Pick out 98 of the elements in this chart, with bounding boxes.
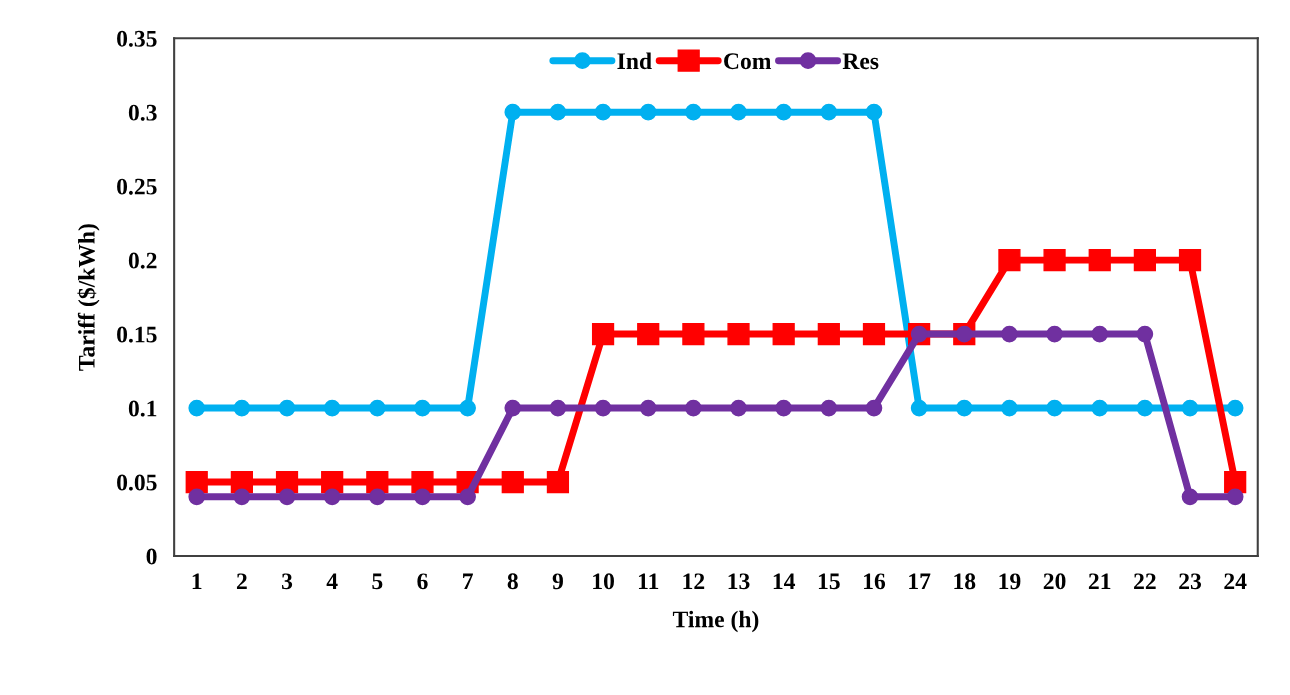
x-tick-label: 15	[818, 573, 840, 590]
legend-label: Res	[842, 53, 879, 70]
y-tick-label: 0.05	[117, 474, 157, 491]
point	[1001, 325, 1018, 343]
x-tick-label: 8	[507, 573, 518, 590]
point	[188, 399, 206, 417]
point	[727, 322, 750, 346]
point	[862, 322, 886, 346]
x-tick-label: 17	[909, 573, 931, 590]
point	[1181, 488, 1199, 506]
x-tick-label: 12	[683, 573, 705, 590]
point	[637, 322, 660, 346]
point	[639, 103, 657, 121]
point	[1046, 325, 1063, 343]
y-tick-label: 0.2	[128, 252, 157, 269]
point	[685, 399, 702, 417]
point	[910, 399, 928, 417]
x-tick-label: 19	[999, 573, 1021, 590]
point	[368, 399, 386, 417]
point	[1046, 399, 1063, 417]
point	[865, 103, 883, 121]
point	[323, 488, 341, 506]
x-tick-label: 2	[236, 573, 247, 590]
y-tick-label: 0.15	[117, 326, 157, 343]
point	[639, 399, 657, 417]
x-tick-label: 10	[593, 573, 614, 590]
x-tick-label: 7	[463, 573, 473, 590]
point	[998, 249, 1021, 272]
point	[1136, 399, 1154, 417]
x-axis-title: Time (h)	[672, 610, 759, 633]
point	[730, 399, 747, 417]
point	[1136, 325, 1154, 343]
point	[278, 399, 296, 417]
point	[1178, 249, 1202, 272]
point	[685, 103, 702, 121]
point	[459, 488, 476, 506]
point	[820, 399, 838, 417]
point	[188, 488, 206, 506]
point	[504, 103, 522, 121]
legend-label: Ind	[617, 52, 652, 70]
y-tick-label: 0	[146, 548, 157, 565]
point	[955, 399, 973, 417]
x-tick-label: 22	[1134, 573, 1156, 590]
x-tick-label: 23	[1179, 573, 1202, 590]
point	[591, 322, 615, 346]
x-tick-label: 4	[326, 573, 338, 590]
y-tick-label: 0.3	[128, 104, 157, 121]
point	[368, 488, 386, 506]
x-tick-label: 5	[372, 573, 383, 590]
point	[1181, 399, 1199, 417]
x-tick-label: 11	[638, 573, 659, 590]
x-tick-label: 24	[1224, 573, 1247, 590]
point	[775, 399, 793, 417]
point	[1001, 399, 1018, 417]
x-tick-label: 1	[192, 573, 202, 590]
y-tick-label: 0.35	[117, 30, 157, 47]
point	[1091, 325, 1109, 343]
point	[1043, 249, 1066, 272]
x-tick-label: 14	[773, 573, 796, 590]
point	[323, 399, 341, 417]
point	[1091, 399, 1109, 417]
y-tick-label: 0.1	[128, 400, 157, 417]
point	[414, 488, 431, 506]
point	[233, 399, 251, 417]
point	[594, 399, 612, 417]
point	[1088, 249, 1111, 272]
x-tick-label: 13	[728, 573, 750, 590]
point	[504, 399, 522, 417]
legend-label: Com	[724, 53, 772, 70]
point	[414, 399, 431, 417]
point	[820, 103, 838, 121]
x-tick-label: 21	[1088, 573, 1111, 590]
point	[594, 103, 612, 121]
point	[549, 103, 567, 121]
point	[278, 488, 296, 506]
point	[501, 470, 524, 494]
y-tick-label: 0.25	[117, 178, 157, 195]
x-tick-label: 16	[864, 573, 886, 590]
point	[549, 399, 567, 417]
x-tick-label: 18	[954, 573, 976, 590]
point	[682, 322, 705, 346]
point	[233, 488, 251, 506]
x-tick-label: 20	[1043, 573, 1066, 590]
point	[1226, 399, 1244, 417]
point	[459, 399, 476, 417]
point	[817, 322, 840, 346]
x-tick-label: 3	[282, 573, 293, 590]
y-axis-title: Tariff ($/kWh)	[77, 224, 100, 371]
point	[411, 470, 434, 494]
point	[1133, 249, 1156, 272]
point	[1226, 488, 1244, 506]
point	[772, 322, 795, 346]
point	[865, 399, 883, 417]
x-tick-label: 6	[417, 573, 428, 590]
point	[546, 470, 570, 494]
point	[730, 103, 747, 121]
x-tick-label: 9	[552, 573, 563, 590]
point	[775, 103, 793, 121]
